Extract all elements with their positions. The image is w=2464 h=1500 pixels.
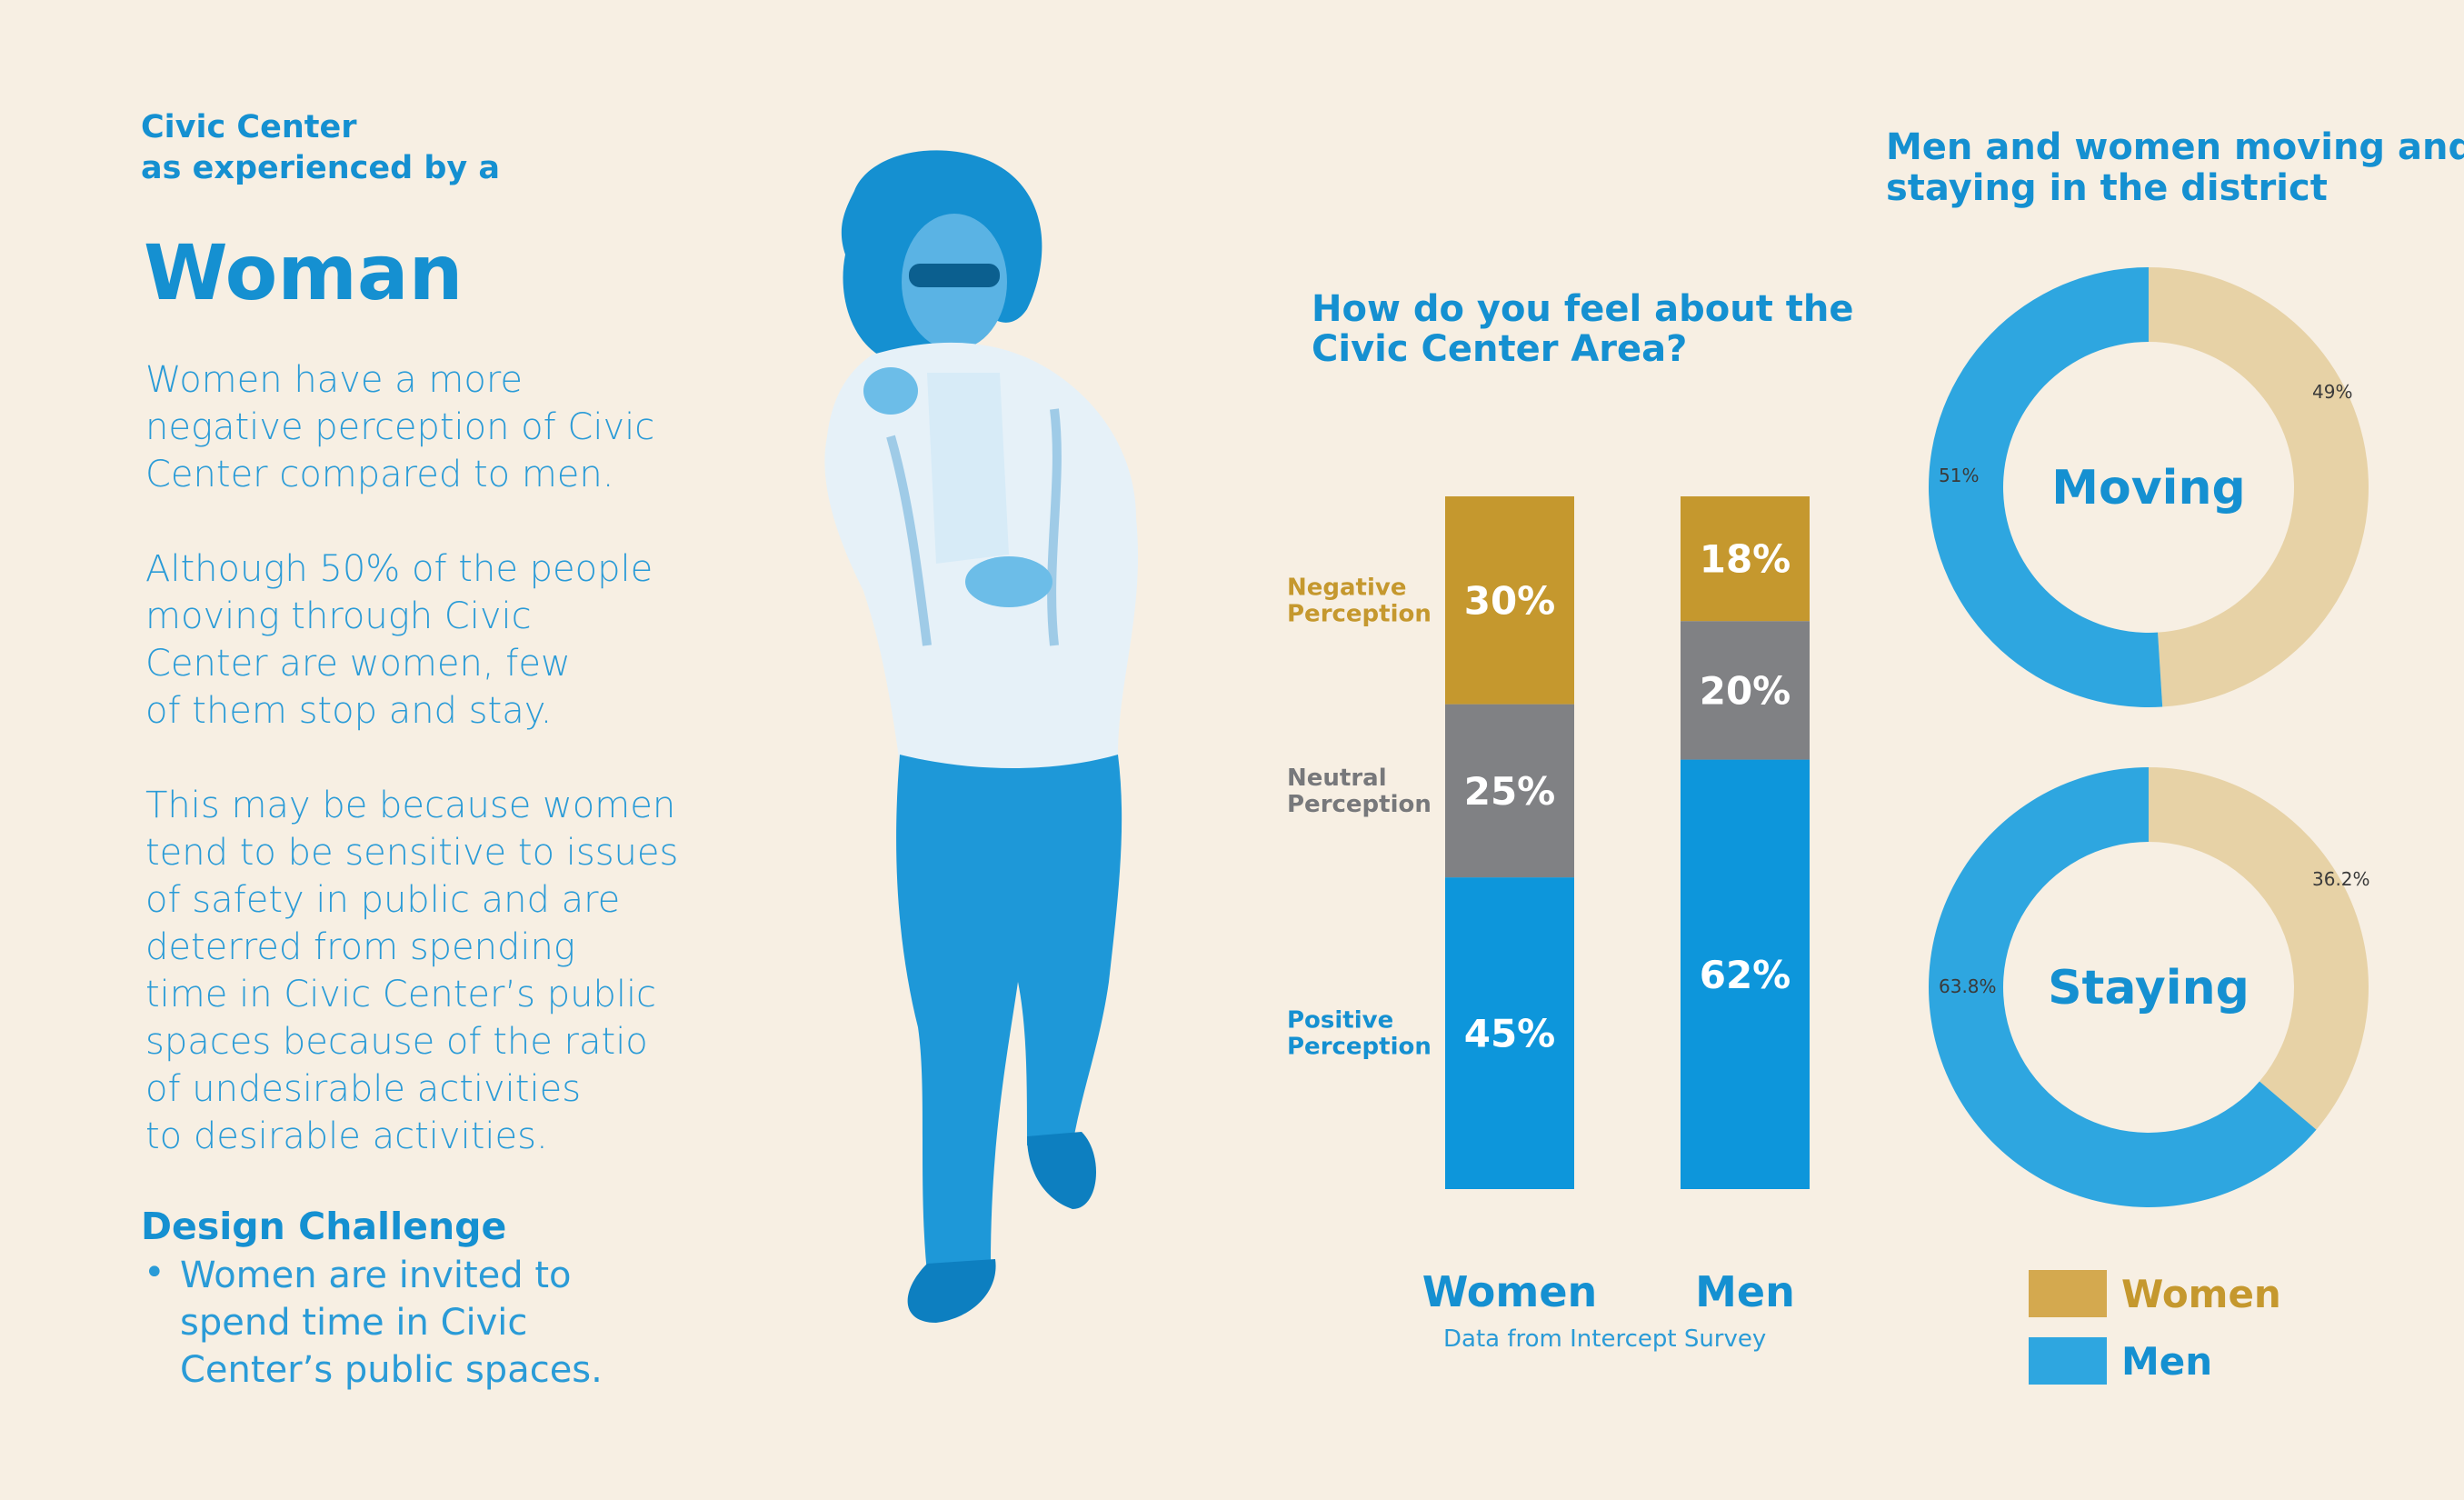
donut-chart-title-line: Men and women moving and: [1886, 126, 2464, 168]
donut-slice-staying-men: [1929, 767, 2317, 1207]
paragraph-line: spaces because of the ratio: [145, 1021, 648, 1063]
legend-item-women: Women: [2029, 1270, 2281, 1317]
stacked-bar-chart: 45%25%30%Women62%20%18%MenPositivePercep…: [1287, 496, 1810, 1316]
legend-item-men: Men: [2029, 1337, 2281, 1385]
woman-shoe: [1027, 1132, 1097, 1209]
sunglasses: [909, 264, 1000, 287]
series-label-negative: Perception: [1287, 600, 1432, 627]
woman-hand: [965, 556, 1052, 607]
paragraph-line: negative perception of Civic: [145, 406, 655, 448]
woman-hand: [863, 367, 918, 415]
donut-charts: 49% 51% Moving 36.2% 63.8% Staying: [1928, 267, 2370, 1207]
series-label-neutral: Perception: [1287, 791, 1432, 818]
series-label-neutral: Neutral: [1287, 765, 1387, 792]
paragraph-line: to desirable activities.: [145, 1115, 548, 1157]
bar-data-label: 20%: [1700, 668, 1791, 713]
paragraph-3: This may be because women tend to be sen…: [145, 782, 709, 1160]
woman-shoe: [907, 1259, 996, 1323]
legend-swatch-women: [2029, 1270, 2107, 1317]
paragraph-line: Center compared to men.: [145, 454, 614, 495]
series-label-positive: Positive: [1287, 1007, 1393, 1035]
bar-chart-title-line: Civic Center Area?: [1312, 328, 1688, 370]
woman-photo: [824, 150, 1139, 1323]
paragraph-line: of them stop and stay.: [145, 690, 553, 732]
paragraph-line: moving through Civic: [145, 595, 532, 637]
donut-pct-label: 51%: [1939, 465, 1979, 486]
paragraph-line: Center are women, few: [145, 643, 571, 685]
donut-pct-label: 63.8%: [1939, 975, 1997, 997]
bar-data-label: 62%: [1700, 953, 1791, 997]
bar-segment-men-negative: [1681, 496, 1810, 622]
bar-data-label: 30%: [1464, 578, 1556, 623]
bar-segment-men-positive: [1681, 759, 1810, 1189]
donut-center-label: Moving: [2051, 461, 2245, 515]
legend-swatch-men: [2029, 1337, 2107, 1385]
paragraph-line: of safety in public and are: [145, 879, 621, 921]
series-label-positive: Perception: [1287, 1034, 1432, 1061]
paragraph-line: time in Civic Center’s public: [145, 974, 657, 1015]
donut-slice-moving-men: [1928, 267, 2163, 707]
design-challenge-title: Design Challenge: [141, 1205, 507, 1248]
bar-chart-title-line: How do you feel about the: [1312, 288, 1854, 330]
data-source-note: Data from Intercept Survey: [1443, 1325, 1767, 1353]
bar-chart-title: How do you feel about the Civic Center A…: [1312, 289, 1853, 369]
paragraph-line: Although 50% of the people: [145, 548, 653, 590]
donut-chart-title: Men and women moving and staying in the …: [1886, 127, 2464, 209]
challenge-line: Women are invited to: [180, 1255, 572, 1296]
design-challenge-item: Women are invited to spend time in Civic…: [180, 1252, 603, 1394]
legend: Women Men: [2029, 1270, 2281, 1385]
donut-slice-staying-women: [2149, 767, 2369, 1130]
category-label-men: Men: [1695, 1267, 1795, 1316]
bar-data-label: 45%: [1464, 1012, 1556, 1056]
series-label-negative: Negative: [1287, 574, 1406, 601]
paragraph-line: of undesirable activities: [145, 1068, 582, 1110]
bar-segment-women-neutral: [1445, 704, 1574, 878]
donut-chart-title-line: staying in the district: [1886, 167, 2328, 209]
paragraph-1: Women have a more negative perception of…: [145, 356, 709, 498]
donut-pct-label: 36.2%: [2312, 868, 2370, 890]
bar-segment-women-negative: [1445, 496, 1574, 705]
kicker-line-2: as experienced by a: [141, 150, 501, 186]
kicker-line-1: Civic Center: [141, 109, 357, 145]
paragraph-line: This may be because women: [145, 785, 676, 826]
bullet-icon: •: [144, 1252, 165, 1294]
bar-data-label: 25%: [1464, 769, 1556, 814]
donut-slice-moving-women: [2149, 267, 2369, 707]
paragraph-2: Although 50% of the people moving throug…: [145, 545, 709, 735]
bar-segment-women-positive: [1445, 877, 1574, 1189]
page-title: Woman: [144, 228, 464, 317]
category-label-women: Women: [1422, 1267, 1598, 1316]
legend-label-women: Women: [2121, 1271, 2281, 1316]
paragraph-line: Women have a more: [145, 359, 524, 401]
paragraph-line: deterred from spending: [145, 926, 575, 968]
donut-center-label: Staying: [2048, 961, 2250, 1015]
challenge-line: spend time in Civic: [180, 1302, 528, 1344]
kicker: Civic Center as experienced by a: [141, 107, 595, 189]
bar-segment-men-neutral: [1681, 621, 1810, 760]
paragraph-line: tend to be sensitive to issues: [145, 832, 679, 874]
challenge-line: Center’s public spaces.: [180, 1349, 603, 1391]
donut-pct-label: 49%: [2312, 381, 2352, 403]
bar-data-label: 18%: [1700, 537, 1791, 582]
legend-label-men: Men: [2121, 1338, 2213, 1384]
